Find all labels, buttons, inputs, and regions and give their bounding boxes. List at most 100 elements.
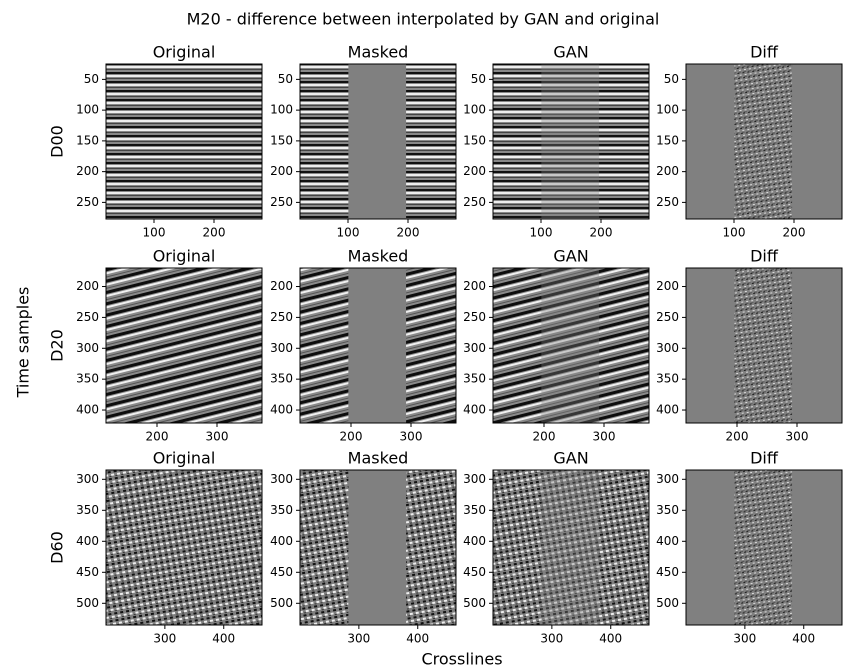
x-tick-label: 200: [146, 430, 169, 444]
axes-frame: [299, 469, 457, 626]
y-tick-label: 450: [76, 565, 99, 579]
y-tick-label: 500: [656, 596, 679, 610]
y-tick-label: 400: [463, 534, 486, 548]
y-tick-label: 400: [76, 403, 99, 417]
image-panel: [105, 63, 263, 220]
y-tick-label: 150: [76, 133, 99, 147]
y-tick-label: 200: [76, 279, 99, 293]
y-tick-label: 100: [463, 103, 486, 117]
y-tick-label: 450: [270, 565, 293, 579]
y-axis-label: Time samples: [14, 287, 33, 399]
x-tick-label: 200: [590, 226, 613, 240]
x-tick-label: 200: [397, 226, 420, 240]
y-tick-label: 450: [656, 565, 679, 579]
y-tick-label: 250: [270, 310, 293, 324]
reconstruction-tint: [541, 470, 600, 625]
y-tick-label: 350: [76, 372, 99, 386]
y-tick-label: 200: [463, 279, 486, 293]
x-tick-label: 300: [153, 632, 176, 646]
panel-title: Diff: [750, 247, 779, 266]
x-tick-label: 100: [337, 226, 360, 240]
x-tick-label: 400: [792, 632, 815, 646]
axes-frame: [492, 469, 650, 626]
image-panel: [685, 63, 843, 220]
y-tick-label: 150: [270, 133, 293, 147]
x-tick-label: 200: [533, 430, 556, 444]
y-tick-label: 350: [463, 372, 486, 386]
x-tick-label: 300: [347, 632, 370, 646]
y-tick-label: 200: [463, 164, 486, 178]
x-tick-label: 400: [599, 632, 622, 646]
image-panel: [685, 267, 843, 424]
y-tick-label: 250: [463, 195, 486, 209]
x-tick-label: 300: [206, 430, 229, 444]
x-tick-label: 100: [143, 226, 166, 240]
y-tick-label: 300: [656, 472, 679, 486]
y-tick-label: 500: [270, 596, 293, 610]
panel-title: Masked: [348, 449, 409, 468]
y-tick-label: 250: [270, 195, 293, 209]
residual-band: [734, 64, 793, 219]
image: [106, 64, 262, 219]
y-tick-label: 100: [270, 103, 293, 117]
panel-title: Masked: [348, 247, 409, 266]
y-tick-label: 300: [76, 341, 99, 355]
panel-title: Diff: [750, 449, 779, 468]
y-tick-label: 50: [84, 72, 99, 86]
panel-title: GAN: [553, 247, 588, 266]
y-tick-label: 50: [278, 72, 293, 86]
x-tick-label: 300: [786, 430, 809, 444]
axes-frame: [685, 469, 843, 626]
x-axis-label: Crosslines: [421, 650, 502, 669]
image-panel: [299, 469, 457, 626]
y-tick-label: 350: [656, 372, 679, 386]
residual-band: [734, 470, 793, 625]
x-tick-label: 200: [726, 430, 749, 444]
image-panel: [685, 469, 843, 626]
y-tick-label: 400: [76, 534, 99, 548]
y-tick-label: 250: [656, 195, 679, 209]
y-tick-label: 400: [270, 534, 293, 548]
image-panel: [492, 469, 650, 626]
y-tick-label: 50: [471, 72, 486, 86]
y-tick-label: 300: [656, 341, 679, 355]
figure-title: M20 - difference between interpolated by…: [187, 10, 660, 29]
y-tick-label: 200: [270, 279, 293, 293]
image-panel: [105, 469, 263, 626]
y-tick-label: 350: [76, 503, 99, 517]
image-panel: [299, 267, 457, 424]
panel-title: Masked: [348, 43, 409, 62]
reconstruction-tint: [541, 64, 600, 219]
panel-title: Original: [153, 247, 216, 266]
y-tick-label: 250: [76, 195, 99, 209]
image: [493, 268, 649, 423]
y-tick-label: 500: [76, 596, 99, 610]
mask-region: [348, 268, 407, 423]
y-tick-label: 200: [656, 279, 679, 293]
image: [493, 64, 649, 219]
x-tick-label: 300: [733, 632, 756, 646]
y-tick-label: 350: [270, 503, 293, 517]
y-tick-label: 100: [76, 103, 99, 117]
axes-frame: [685, 267, 843, 424]
axes-frame: [105, 267, 263, 424]
axes-frame: [492, 63, 650, 220]
axes-frame: [299, 63, 457, 220]
y-tick-label: 100: [656, 103, 679, 117]
x-tick-label: 400: [406, 632, 429, 646]
y-tick-label: 300: [463, 341, 486, 355]
axes-frame: [299, 267, 457, 424]
y-tick-label: 400: [270, 403, 293, 417]
reconstruction-tint: [541, 268, 600, 423]
row-label: D60: [48, 531, 67, 564]
y-tick-label: 350: [270, 372, 293, 386]
y-tick-label: 150: [656, 133, 679, 147]
x-tick-label: 100: [723, 226, 746, 240]
image-panel: [299, 63, 457, 220]
y-tick-label: 450: [463, 565, 486, 579]
x-tick-label: 300: [400, 430, 423, 444]
panel-title: GAN: [553, 449, 588, 468]
row-label: D20: [48, 329, 67, 362]
x-tick-label: 400: [212, 632, 235, 646]
